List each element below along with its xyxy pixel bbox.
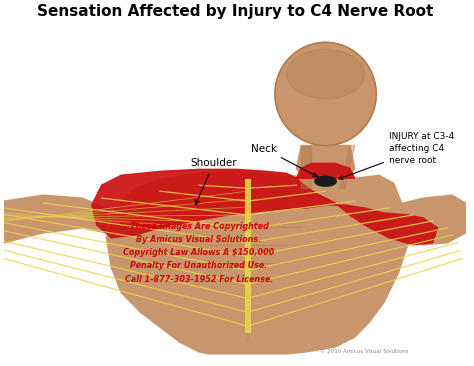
Polygon shape bbox=[0, 195, 107, 251]
Title: Sensation Affected by Injury to C4 Nerve Root: Sensation Affected by Injury to C4 Nerve… bbox=[37, 4, 433, 19]
Polygon shape bbox=[340, 146, 355, 188]
Circle shape bbox=[275, 42, 376, 146]
Text: Shoulder: Shoulder bbox=[190, 158, 237, 204]
Polygon shape bbox=[296, 163, 355, 178]
Text: INJURY at C3-4
affecting C4
nerve root: INJURY at C3-4 affecting C4 nerve root bbox=[339, 132, 454, 179]
Polygon shape bbox=[92, 169, 438, 245]
Text: Neck: Neck bbox=[251, 143, 317, 176]
Polygon shape bbox=[296, 146, 355, 188]
Ellipse shape bbox=[315, 176, 336, 186]
Text: © 2010 Amicus Visual Solutions: © 2010 Amicus Visual Solutions bbox=[320, 349, 409, 354]
Ellipse shape bbox=[287, 49, 365, 99]
Polygon shape bbox=[384, 195, 466, 245]
Text: These Images Are Copyrighted
By Amicus Visual Solutions.
Copyright Law Allows A : These Images Are Copyrighted By Amicus V… bbox=[123, 222, 274, 284]
Polygon shape bbox=[107, 171, 408, 354]
Polygon shape bbox=[301, 146, 311, 188]
